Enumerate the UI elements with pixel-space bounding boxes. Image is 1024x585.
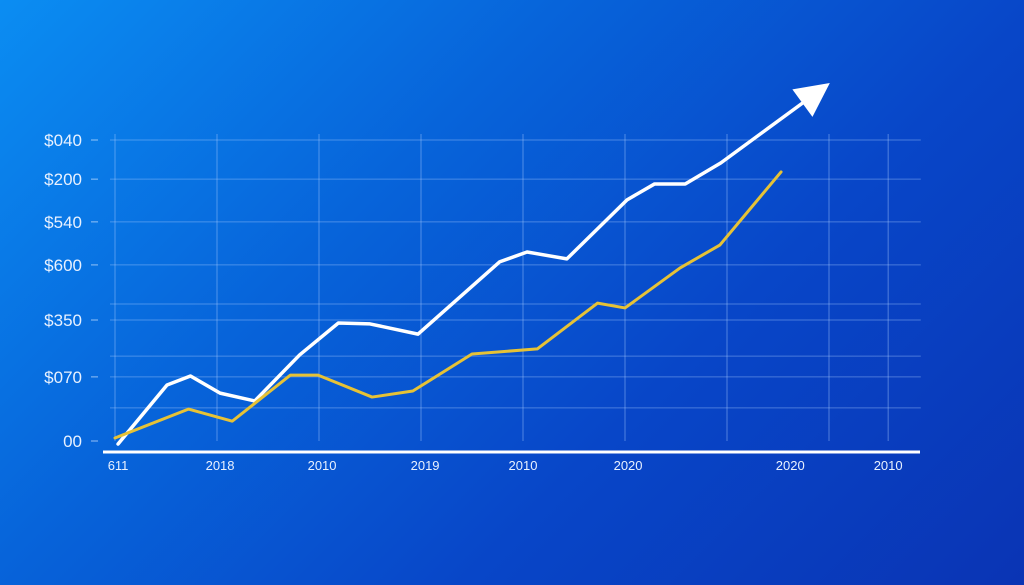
- y-tick-label: $200: [44, 170, 82, 189]
- y-tick-label: $070: [44, 368, 82, 387]
- series: [113, 83, 830, 446]
- x-tick-label: 2010: [874, 458, 903, 473]
- series-line-white: [116, 93, 816, 446]
- y-tick-label: 00: [63, 432, 82, 451]
- series-line-yellow: [113, 170, 783, 440]
- grid: [110, 133, 921, 441]
- y-tick-label: $600: [44, 256, 82, 275]
- x-tick-label: 2010: [509, 458, 538, 473]
- x-tick-label: 611: [108, 458, 129, 473]
- x-tick-label: 2010: [308, 458, 337, 473]
- arrow-head-icon: [792, 83, 830, 117]
- x-tick-label: 2020: [614, 458, 643, 473]
- y-tick-label: $040: [44, 131, 82, 150]
- y-tick-label: $350: [44, 311, 82, 330]
- y-tick-label: $540: [44, 213, 82, 232]
- x-axis: 611 2018 2010 2019 2010 2020 2020 2010: [103, 450, 920, 473]
- x-tick-label: 2020: [776, 458, 805, 473]
- x-tick-label: 2019: [411, 458, 440, 473]
- y-axis: 00 $070 $350 $600 $540 $200 $040: [44, 131, 98, 451]
- x-tick-label: 2018: [206, 458, 235, 473]
